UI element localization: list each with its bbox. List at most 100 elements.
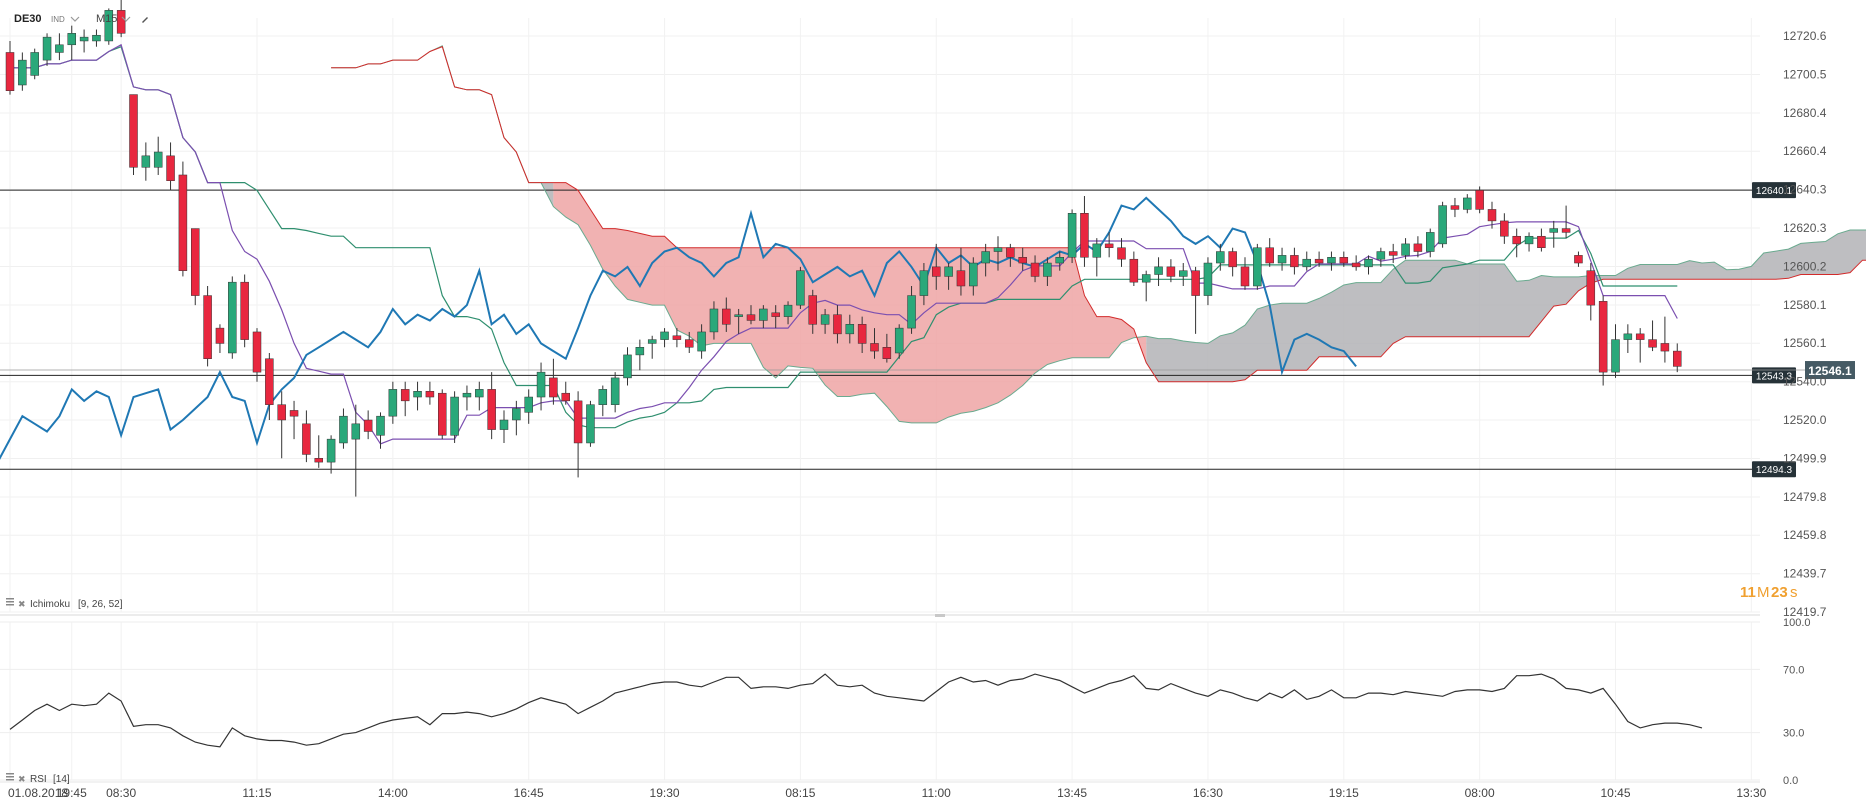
rsi-legend[interactable]: ✖ RSI [14] [6,773,70,785]
candle [203,285,212,367]
candle [178,161,188,277]
rsi-tick-label: 30.0 [1783,728,1804,740]
candle [1043,257,1052,286]
rsi-label: RSI [30,774,47,785]
candle [647,335,657,359]
candle [623,347,632,386]
candle [1376,247,1386,267]
ichimoku-lines [0,43,1866,460]
candle [635,339,645,371]
candle [1351,255,1361,271]
candle [215,324,225,353]
candle [462,385,472,411]
rsi-tick-label: 100.0 [1783,617,1811,629]
price-tick-label: 12419.7 [1783,605,1827,619]
candle [722,297,731,332]
candle [388,381,398,424]
price-tick-label: 12499.9 [1783,451,1827,465]
rsi-tick-label: 0.0 [1783,775,1798,787]
pencil-icon[interactable] [142,17,148,23]
candle [536,362,546,411]
candle [302,410,311,463]
candle [932,243,941,290]
candle [79,29,89,53]
candle [1117,238,1126,267]
candle [289,400,299,440]
candle [1623,324,1633,353]
symbol-label[interactable]: DE30 [14,13,42,25]
panel-resize-handle[interactable] [935,614,945,617]
candle [1586,263,1596,321]
ichimoku-params: [9, 26, 52] [78,599,123,610]
senkou-span-b-line [331,46,1866,383]
candle [894,324,904,359]
candle [67,25,76,61]
candle [993,236,1003,271]
candle [1253,243,1262,290]
rsi-params: [14] [53,774,70,785]
candle [907,285,916,334]
kijun-sen-line [10,45,1678,429]
time-tick-label: 19:45 [57,786,87,800]
ichimoku-label: Ichimoku [30,599,70,610]
candle [400,381,410,417]
candle [1314,251,1324,267]
candle [1203,257,1213,306]
candle [672,328,682,348]
list-icon[interactable] [6,773,14,781]
timeframe-label[interactable]: M15 [96,13,117,25]
level-price-tag [1752,367,1796,384]
candle [191,228,200,306]
close-icon[interactable]: ✖ [18,599,26,609]
candle [549,358,558,405]
ichimoku-legend[interactable]: ✖ Ichimoku [9, 26, 52] [6,598,123,610]
senkou-span-a-line [331,45,1866,424]
candle [1277,247,1287,271]
candle [833,305,842,344]
candle [1388,243,1398,264]
price-tick-label: 12720.6 [1783,29,1827,43]
candle [1438,201,1447,248]
price-tick-label: 12520.0 [1783,413,1827,427]
list-icon[interactable] [6,598,14,606]
candle [1635,328,1645,363]
price-tick-label: 12680.4 [1783,106,1827,120]
close-icon[interactable]: ✖ [18,774,26,784]
level-price-label: 12543.3 [1756,371,1793,382]
time-tick-label: 11:15 [242,786,271,800]
candle [1475,186,1484,214]
candle [425,381,435,405]
time-tick-label: 10:45 [1600,786,1630,800]
countdown-seconds: 23 [1771,584,1788,601]
chikou-span-line [0,196,1357,460]
candle [450,391,459,443]
candle [1574,251,1583,267]
candle [104,8,114,45]
chevron-down-icon[interactable] [121,16,131,22]
candle [1006,243,1015,267]
candle [709,301,719,340]
candle [438,389,447,440]
candle [1055,251,1064,271]
candle [1327,251,1336,271]
price-tick-label: 12540.0 [1783,375,1827,389]
chevron-down-icon[interactable] [70,16,80,22]
time-tick-label: 01.08.2018 [8,786,68,800]
candle [1401,238,1410,260]
candle [1228,247,1237,277]
candle [1512,228,1521,258]
candle-countdown: 11 M 23 s [1740,584,1798,601]
horizontal-levels[interactable]: 12640.1 12543.3 12494.3 12546.1 [0,182,1855,478]
candle [857,316,867,353]
candle [1191,266,1200,334]
candle [1302,251,1311,271]
candle [771,305,780,329]
countdown-minutes: 11 [1740,584,1756,601]
candle [981,243,990,277]
price-tick-label: 12439.7 [1783,567,1827,581]
candle [808,289,817,334]
countdown-m-unit: M [1757,584,1770,601]
candle [1500,213,1509,244]
candle [18,52,27,91]
